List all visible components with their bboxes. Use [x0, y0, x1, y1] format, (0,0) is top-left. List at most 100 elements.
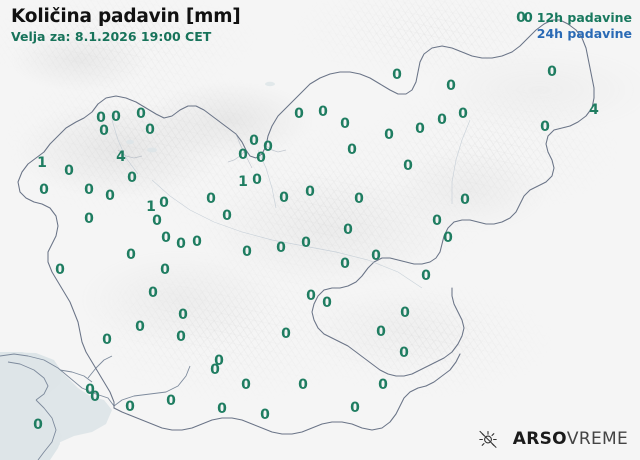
station-value: 0 — [161, 230, 171, 246]
station-value: 0 — [55, 262, 65, 278]
station-value: 0 — [136, 106, 146, 122]
station-value: 0 — [301, 235, 311, 251]
station-value: 0 — [322, 295, 332, 311]
station-value: 0 — [217, 401, 227, 417]
station-value: 0 — [294, 106, 304, 122]
station-value: 0 — [125, 399, 135, 415]
station-value: 0 — [210, 362, 220, 378]
legend-row-12h: 0 12h padavine — [524, 10, 632, 26]
station-value: 0 — [166, 393, 176, 409]
station-value: 0 — [340, 116, 350, 132]
station-value: 4 — [589, 102, 599, 118]
station-value: 0 — [354, 191, 364, 207]
legend-label-24h: 24h padavine — [536, 26, 632, 41]
station-value: 0 — [176, 236, 186, 252]
station-value: 0 — [276, 240, 286, 256]
station-value: 0 — [263, 139, 273, 155]
station-value: 0 — [378, 377, 388, 393]
station-value: 0 — [192, 234, 202, 250]
station-value: 0 — [306, 288, 316, 304]
station-value: 0 — [84, 182, 94, 198]
legend-sample-value: 0 — [523, 11, 533, 26]
station-value: 0 — [540, 119, 550, 135]
station-value: 0 — [249, 133, 259, 149]
station-value: 0 — [33, 417, 43, 433]
station-value: 0 — [371, 248, 381, 264]
station-value: 0 — [437, 112, 447, 128]
station-value: 0 — [96, 110, 106, 126]
station-value: 0 — [206, 191, 216, 207]
station-value: 0 — [90, 389, 100, 405]
station-value: 0 — [152, 213, 162, 229]
station-value: 0 — [238, 147, 248, 163]
station-value: 1 — [37, 155, 47, 171]
station-value: 0 — [421, 268, 431, 284]
sea-area — [0, 352, 112, 460]
legend-row-24h: 24h padavine — [524, 26, 632, 41]
station-value: 0 — [145, 122, 155, 138]
lakes — [126, 81, 275, 153]
map-header: Količina padavin [mm] Velja za: 8.1.2026… — [11, 6, 241, 45]
station-value: 0 — [127, 170, 137, 186]
station-value: 0 — [39, 182, 49, 198]
station-value: 0 — [252, 172, 262, 188]
station-value: 4 — [116, 149, 126, 165]
station-value: 0 — [279, 190, 289, 206]
validity-timestamp: Velja za: 8.1.2026 19:00 CET — [11, 29, 212, 44]
station-value: 0 — [260, 407, 270, 423]
station-value: 0 — [148, 285, 158, 301]
station-value: 0 — [176, 329, 186, 345]
station-value: 0 — [64, 163, 74, 179]
legend: 0 12h padavine 24h padavine — [524, 10, 632, 41]
station-value: 0 — [84, 211, 94, 227]
station-value: 0 — [135, 319, 145, 335]
station-value: 0 — [340, 256, 350, 272]
station-value: 0 — [85, 382, 95, 398]
brand-name-bold: ARSO — [512, 429, 567, 449]
station-value: 0 — [350, 400, 360, 416]
brand-text: ARSOVREME — [513, 429, 628, 449]
station-value: 0 — [99, 123, 109, 139]
station-value: 0 — [214, 353, 224, 369]
station-value: 0 — [399, 345, 409, 361]
station-value: 0 — [458, 106, 468, 122]
station-value: 0 — [376, 324, 386, 340]
station-value: 0 — [446, 78, 456, 94]
national-border — [17, 19, 595, 435]
sun-rays-icon — [477, 428, 499, 450]
station-value: 0 — [443, 230, 453, 246]
station-value: 0 — [105, 188, 115, 204]
station-value: 0 — [460, 192, 470, 208]
station-value: 0 — [298, 377, 308, 393]
station-value: 0 — [126, 247, 136, 263]
station-value: 0 — [516, 10, 526, 26]
station-value: 0 — [432, 213, 442, 229]
page-title: Količina padavin [mm] — [11, 6, 241, 27]
legend-label-12h: 12h padavine — [536, 10, 632, 25]
station-value: 0 — [343, 222, 353, 238]
station-value: 0 — [281, 326, 291, 342]
station-value: 0 — [111, 109, 121, 125]
station-value: 0 — [102, 332, 112, 348]
station-value: 0 — [547, 64, 557, 80]
station-value: 0 — [415, 121, 425, 137]
station-value: 0 — [256, 150, 266, 166]
station-value: 0 — [400, 305, 410, 321]
brand-logo: ARSOVREME — [477, 428, 628, 450]
river-network — [111, 119, 471, 289]
station-value: 0 — [392, 67, 402, 83]
station-value: 0 — [347, 142, 357, 158]
station-value: 0 — [318, 104, 328, 120]
coastline — [0, 353, 191, 460]
station-value: 0 — [222, 208, 232, 224]
station-value: 0 — [242, 244, 252, 260]
station-value: 0 — [160, 262, 170, 278]
station-value: 0 — [384, 127, 394, 143]
station-value: 0 — [305, 184, 315, 200]
station-value: 0 — [403, 158, 413, 174]
